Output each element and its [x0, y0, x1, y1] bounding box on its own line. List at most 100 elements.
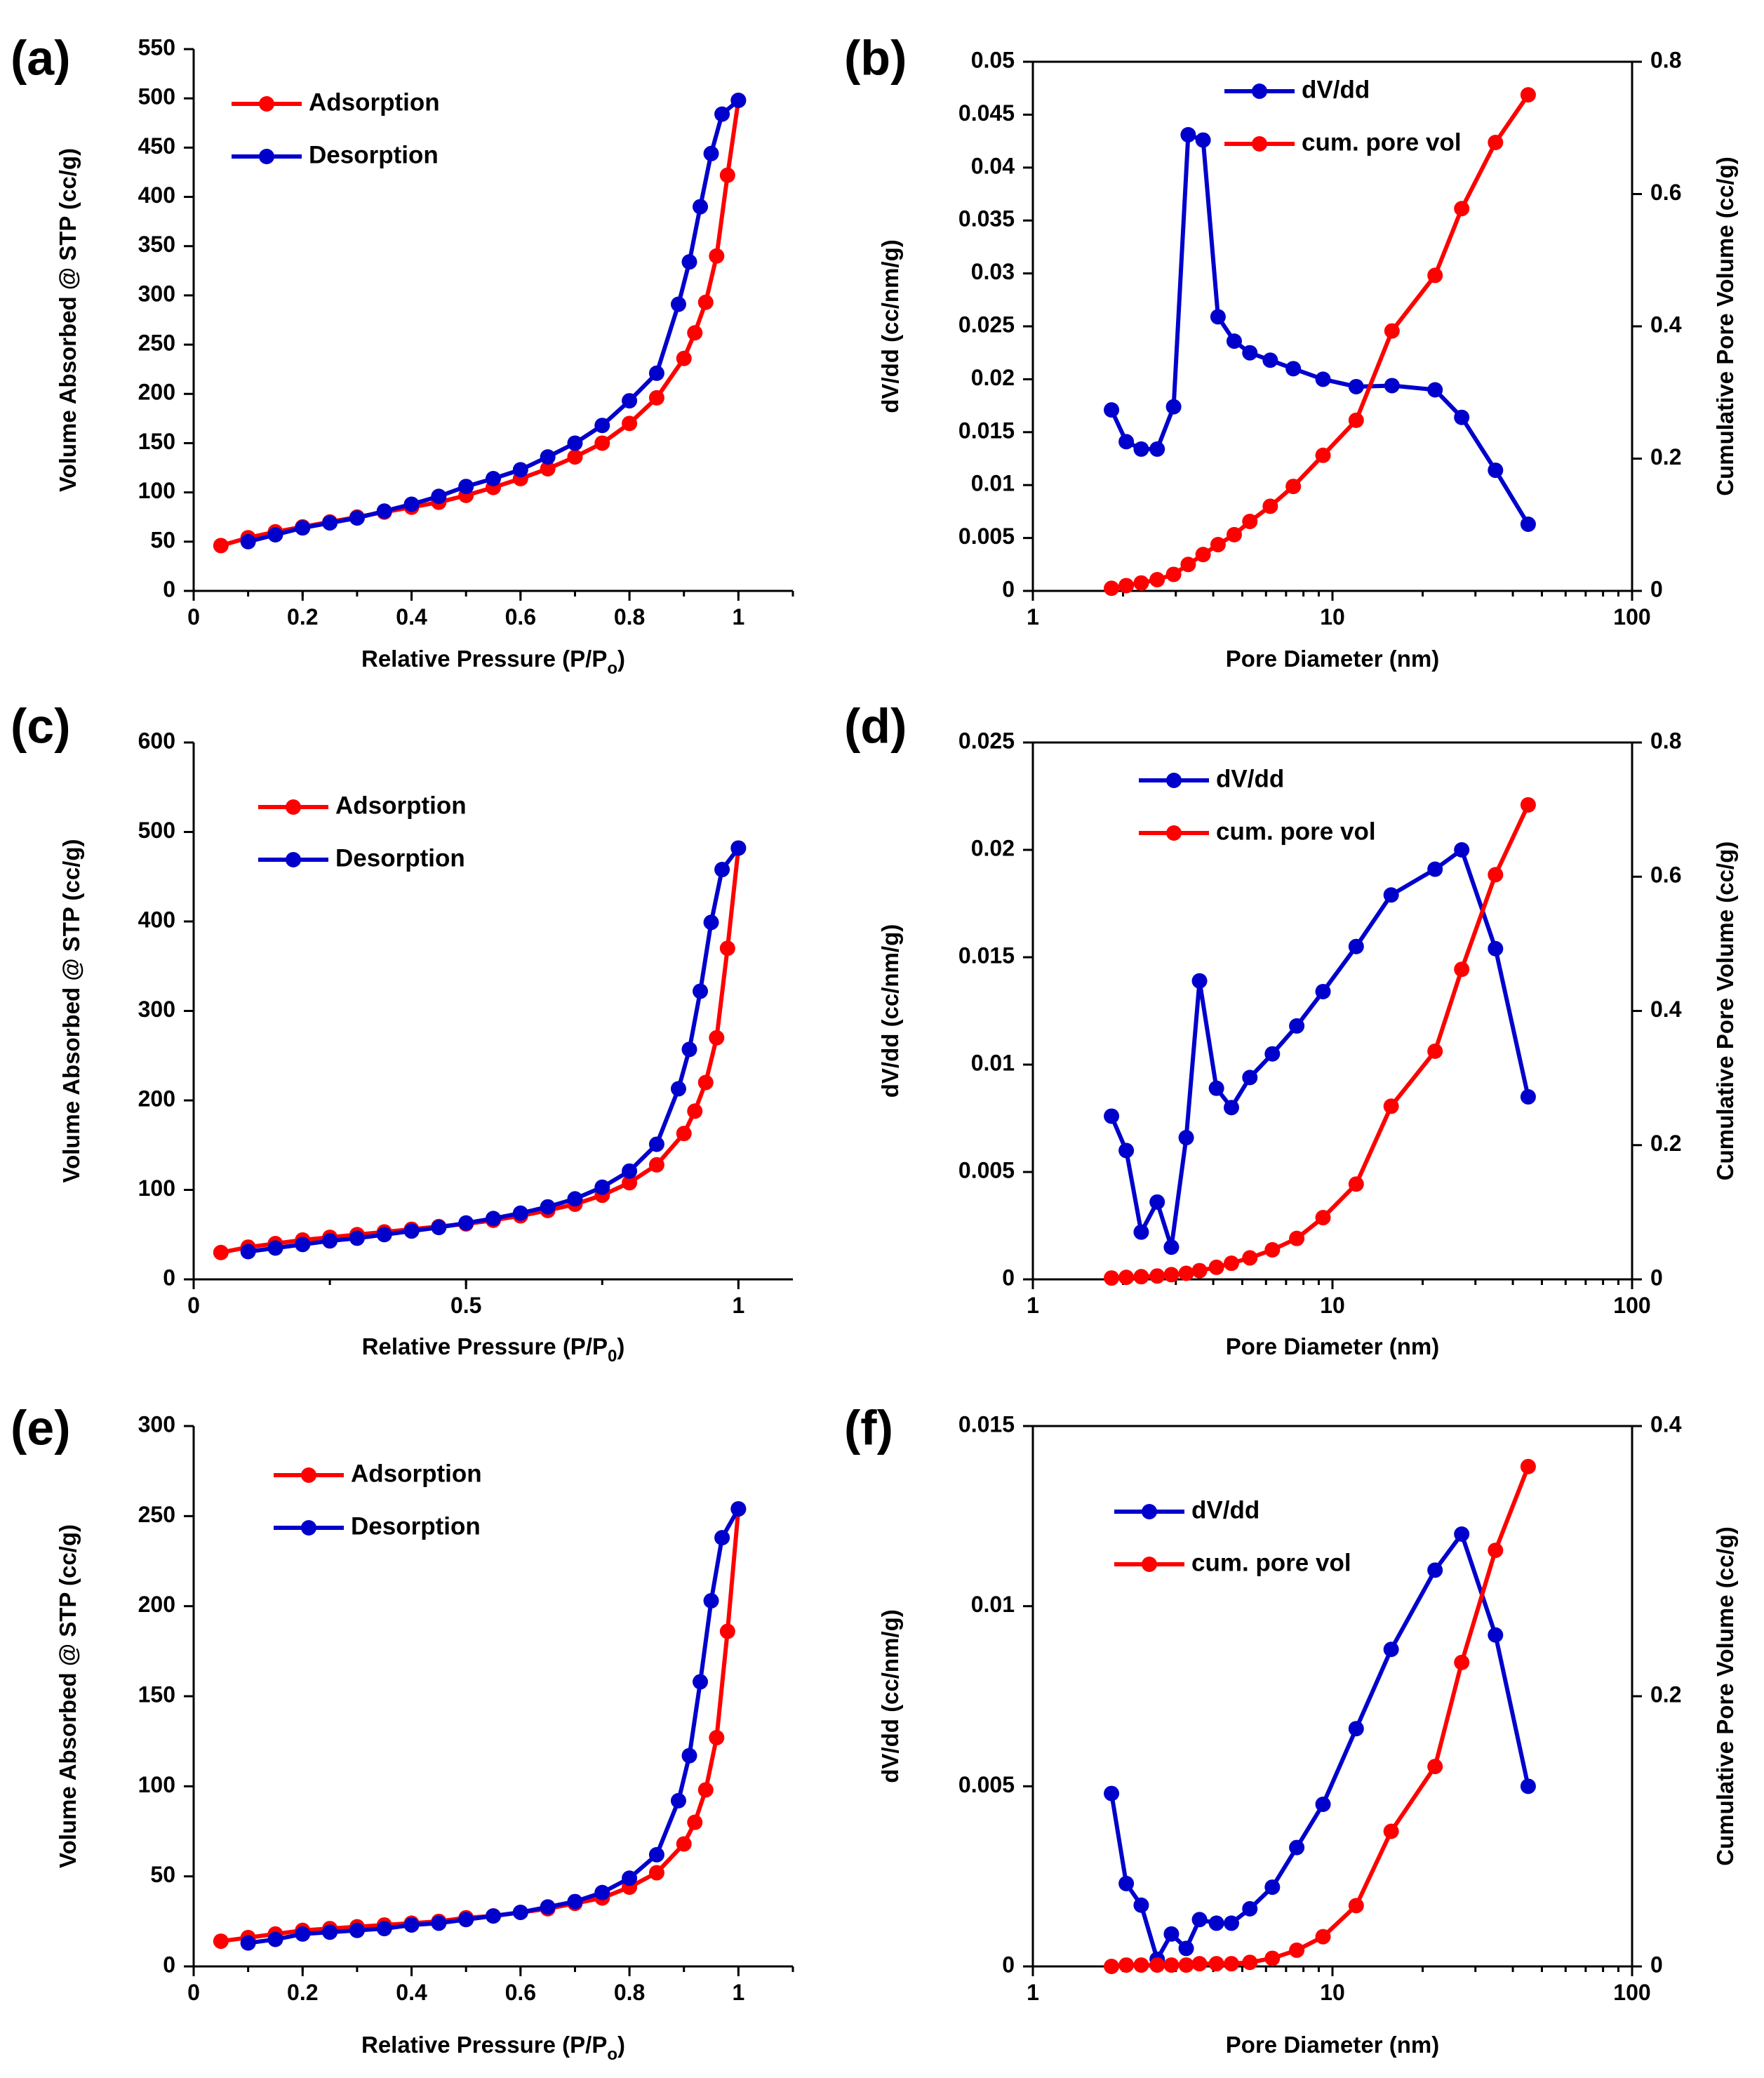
data-point: [648, 365, 664, 381]
data-point: [1289, 1018, 1305, 1034]
data-point: [622, 1163, 638, 1179]
y-tick-label: 0.015: [958, 943, 1015, 968]
data-point: [1104, 402, 1120, 418]
data-point: [458, 479, 474, 495]
data-point: [703, 1592, 719, 1609]
data-point: [295, 1926, 311, 1942]
data-point: [622, 393, 638, 409]
data-point: [1427, 861, 1443, 877]
data-point: [687, 1814, 703, 1830]
y-tick-label: 0: [163, 1265, 175, 1290]
data-point: [594, 1179, 610, 1195]
data-point: [512, 1205, 528, 1221]
data-point: [703, 145, 719, 161]
legend-item-dv-dd: dV/dd: [1114, 1496, 1259, 1524]
data-point: [670, 296, 686, 312]
data-point: [1223, 1956, 1239, 1972]
x-tick-label: 0.8: [614, 1980, 645, 2005]
data-point: [1383, 1641, 1399, 1658]
y-tick-label: 0: [1002, 1265, 1015, 1290]
data-point: [1208, 1956, 1224, 1972]
data-point: [322, 515, 338, 531]
x-tick-label: 0.6: [505, 1980, 536, 2005]
data-point: [1383, 887, 1399, 903]
series-cum-pore-vol: [1104, 797, 1536, 1286]
y-tick-label: 400: [138, 182, 175, 208]
x-tick-label: 10: [1320, 604, 1345, 630]
data-point: [295, 1237, 311, 1253]
data-point: [1289, 1839, 1305, 1856]
data-point: [1104, 580, 1120, 597]
chart-panel-e: (e) 0 0.2 0.4 0.6 0.8 1 0 50 100 150 200 250 300 Relat…: [11, 1400, 794, 2064]
data-point: [512, 1905, 528, 1920]
data-point: [1133, 1269, 1149, 1285]
y-tick-label: 0.015: [958, 1411, 1015, 1437]
y-tick-label: 0.02: [971, 365, 1015, 390]
y-tick-label: 0.01: [971, 471, 1015, 496]
data-point: [1384, 378, 1400, 394]
data-point: [1315, 983, 1331, 999]
data-point: [431, 488, 447, 505]
y-axis-title: Volume Absorbed @ STP (cc/g): [55, 148, 81, 492]
legend-label: Adsorption: [309, 88, 440, 116]
data-point: [1488, 867, 1504, 883]
y2-tick-label: 0.6: [1650, 180, 1681, 205]
y-tick-label: 0.025: [958, 728, 1015, 753]
data-point: [322, 1924, 338, 1940]
series-adsorption: [213, 1501, 747, 1950]
data-point: [458, 1912, 474, 1928]
chart-panel-b: (b)1 10 10000.0050.010.0150.020.0250.030.0…: [844, 30, 1738, 672]
data-point: [1149, 441, 1165, 457]
data-point: [1454, 409, 1470, 425]
y-tick-label: 0.005: [958, 524, 1015, 549]
data-point: [1454, 1526, 1470, 1542]
data-point: [1210, 537, 1226, 553]
data-point: [622, 1870, 638, 1886]
data-point: [1348, 412, 1364, 428]
y-tick-label: 0.01: [971, 1050, 1015, 1075]
data-point: [1242, 345, 1258, 361]
legend-label: Adsorption: [335, 792, 467, 819]
panel-label: (d): [844, 698, 907, 753]
x-tick-label: 1: [732, 1293, 744, 1318]
data-point: [213, 1933, 229, 1950]
y-tick-label: 0.015: [958, 418, 1015, 443]
chart-panel-a: (a) 0 0.2 0.4 0.6 0.8 1 0 50 100 150 200 250 300 350 40…: [11, 30, 794, 678]
series-line: [1111, 804, 1530, 1281]
data-point: [719, 1623, 735, 1639]
legend-label: Adsorption: [351, 1460, 482, 1487]
data-point: [1149, 1957, 1165, 1973]
data-point: [1223, 1256, 1239, 1272]
y2-tick-label: 0: [1650, 1952, 1663, 1977]
data-point: [1454, 201, 1470, 217]
data-point: [1180, 127, 1196, 143]
legend-item-adsorption: Adsorption: [258, 792, 467, 819]
data-point: [322, 1233, 338, 1249]
data-point: [1178, 1940, 1194, 1957]
x-tick-label: 0.8: [614, 604, 645, 630]
data-point: [1133, 1957, 1149, 1973]
data-point: [1133, 441, 1149, 457]
data-point: [730, 1501, 747, 1517]
series-line: [1109, 133, 1530, 526]
data-point: [1488, 1543, 1504, 1559]
data-point: [709, 1030, 725, 1046]
data-point: [1348, 1721, 1364, 1737]
y-tick-label: 550: [138, 34, 175, 60]
y-tick-label: 0: [163, 576, 175, 601]
data-point: [1180, 557, 1196, 573]
data-point: [567, 1893, 583, 1910]
data-point: [1315, 371, 1331, 387]
data-point: [1210, 309, 1226, 325]
legend-marker: [1252, 136, 1267, 152]
legend-marker: [301, 1467, 316, 1483]
data-point: [1262, 352, 1278, 368]
x-tick-label: 0.5: [450, 1293, 481, 1318]
data-point: [376, 503, 392, 519]
y-tick-label: 0: [1002, 576, 1015, 601]
data-point: [719, 940, 735, 957]
series-desorption: [240, 92, 747, 550]
data-point: [1191, 1912, 1208, 1928]
